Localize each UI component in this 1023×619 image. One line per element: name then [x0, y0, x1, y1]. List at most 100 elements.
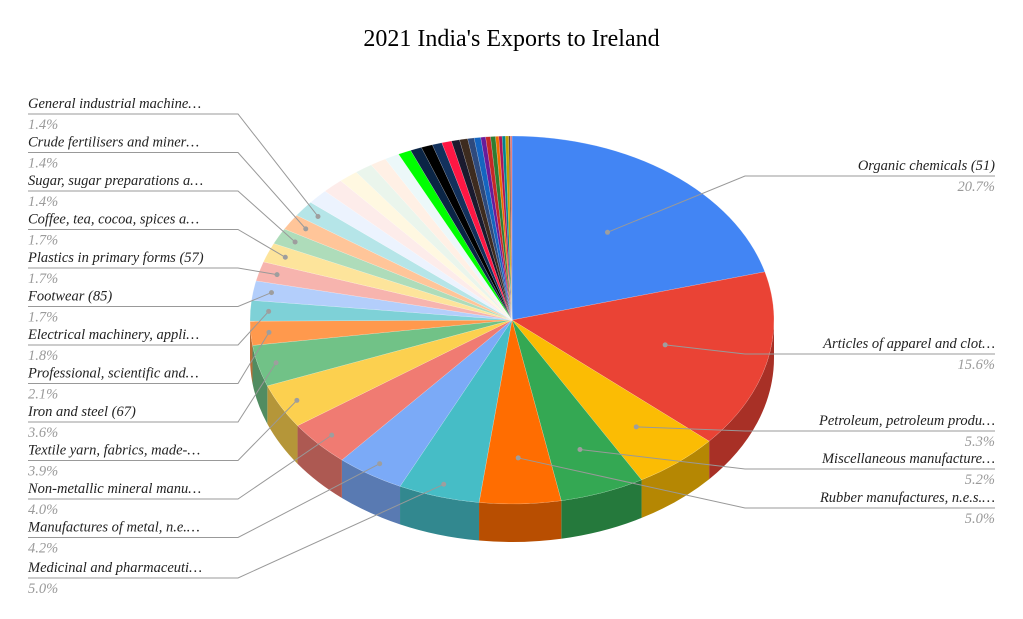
pie-slice-21 — [355, 164, 513, 321]
chart-title: 2021 India's Exports to Ireland — [363, 26, 660, 52]
pie-slice-28 — [441, 140, 513, 321]
slice-label: Coffee, tea, cocoa, spices a… — [28, 212, 199, 228]
pie-slice-9 — [252, 319, 513, 387]
pie-slice-12 — [251, 280, 513, 321]
slice-percent: 5.0% — [965, 511, 995, 527]
pie-slice-37 — [498, 135, 513, 321]
slice-labels: Organic chemicals (51) 20.7% Articles of a… — [27, 96, 995, 597]
slice-label: Electrical machinery, appli… — [27, 327, 199, 343]
slice-label: General industrial machine… — [28, 96, 201, 112]
pie-slice-8 — [266, 319, 513, 426]
leader-dot — [315, 213, 321, 219]
leader-line — [28, 463, 380, 538]
pie-slice-32 — [473, 137, 513, 321]
pie-slice-41 — [510, 135, 513, 321]
pie-slice-39 — [505, 135, 513, 321]
leader-dot — [441, 481, 447, 487]
pie-slice-18 — [310, 190, 513, 321]
slice-percent: 3.6% — [27, 425, 58, 441]
pie-slice-35 — [490, 136, 513, 321]
pie-slice-6 — [341, 319, 513, 487]
pie-slice-34 — [485, 136, 513, 321]
leader-dot — [266, 308, 272, 314]
pie-side-3 — [561, 479, 642, 539]
pie-slice-0 — [511, 135, 766, 321]
slice-label: Medicinal and pharmaceuti… — [27, 560, 202, 576]
slice-label: Organic chemicals (51) — [858, 158, 995, 174]
slice-percent: 4.0% — [28, 502, 58, 518]
pie-side-10 — [250, 321, 253, 384]
leader-dot — [633, 424, 639, 430]
leader-line — [28, 292, 272, 307]
slice-percent: 5.2% — [965, 472, 995, 488]
pie-slice-20 — [340, 171, 513, 321]
leader-dot — [515, 455, 521, 461]
pie-slice-4 — [478, 319, 562, 505]
slice-label: Petroleum, petroleum produ… — [818, 413, 995, 429]
slice-percent: 1.7% — [28, 310, 58, 326]
leader-line — [518, 457, 995, 509]
pie-slice-15 — [273, 228, 513, 321]
pie-slice-14 — [263, 243, 513, 321]
leader-lines — [28, 113, 995, 579]
slice-percent: 2.1% — [28, 387, 58, 403]
slice-label: Footwear (85) — [27, 289, 112, 305]
pie-slice-38 — [501, 135, 513, 321]
slice-label: Manufactures of metal, n.e.… — [27, 520, 200, 536]
pie-slice-23 — [384, 153, 513, 321]
leader-dot — [377, 461, 383, 467]
pie-slice-3 — [511, 319, 642, 501]
leader-dot — [294, 397, 300, 403]
leader-line — [28, 483, 444, 579]
leader-line — [579, 448, 995, 470]
pie-slice-40 — [508, 135, 513, 321]
pie-side-1 — [709, 320, 775, 480]
leader-dot — [605, 229, 611, 235]
slice-percent: 1.7% — [28, 271, 58, 287]
slice-percent: 4.2% — [28, 541, 58, 557]
pie-slices — [249, 135, 775, 505]
leader-dot — [282, 254, 288, 260]
leader-line — [636, 426, 995, 432]
slice-label: Non-metallic mineral manu… — [27, 481, 201, 497]
slice-percent: 1.4% — [28, 156, 58, 172]
slice-label: Sugar, sugar preparations a… — [28, 173, 203, 189]
pie-sides — [250, 320, 775, 542]
leader-line — [28, 113, 319, 217]
leader-dot — [268, 290, 274, 296]
slice-percent: 1.4% — [28, 117, 58, 133]
leader-dot — [303, 226, 309, 232]
slice-percent: 15.6% — [958, 357, 995, 373]
leader-dot — [329, 432, 335, 438]
pie-side-4 — [479, 500, 562, 542]
leader-line — [28, 332, 270, 384]
pie-slice-29 — [451, 139, 513, 321]
slice-percent: 3.9% — [27, 464, 58, 480]
pie-slice-36 — [495, 135, 513, 321]
pie-slice-16 — [283, 214, 513, 321]
slice-percent: 1.8% — [28, 348, 58, 364]
leader-dot — [577, 446, 583, 452]
leader-dot — [292, 239, 298, 245]
pie-slice-19 — [324, 180, 513, 321]
pie-side-8 — [267, 385, 298, 464]
pie-slice-2 — [511, 319, 710, 481]
leader-dot — [266, 329, 272, 335]
pie-side-9 — [252, 345, 268, 424]
pie-slice-27 — [431, 142, 513, 321]
leader-line — [28, 229, 286, 258]
pie-slice-1 — [511, 271, 775, 442]
leader-dot — [662, 342, 668, 348]
pie-slice-11 — [249, 300, 513, 322]
leader-dot — [273, 360, 279, 366]
slice-label: Miscellaneous manufacture… — [821, 451, 995, 467]
slice-label: Articles of apparel and clot… — [822, 336, 995, 352]
slice-percent: 1.7% — [28, 233, 58, 249]
pie-slice-5 — [399, 319, 513, 503]
pie-slice-31 — [467, 137, 513, 321]
pie-slice-24 — [398, 150, 513, 321]
leader-line — [665, 344, 995, 355]
leader-line — [28, 190, 296, 243]
leader-line — [607, 175, 995, 233]
